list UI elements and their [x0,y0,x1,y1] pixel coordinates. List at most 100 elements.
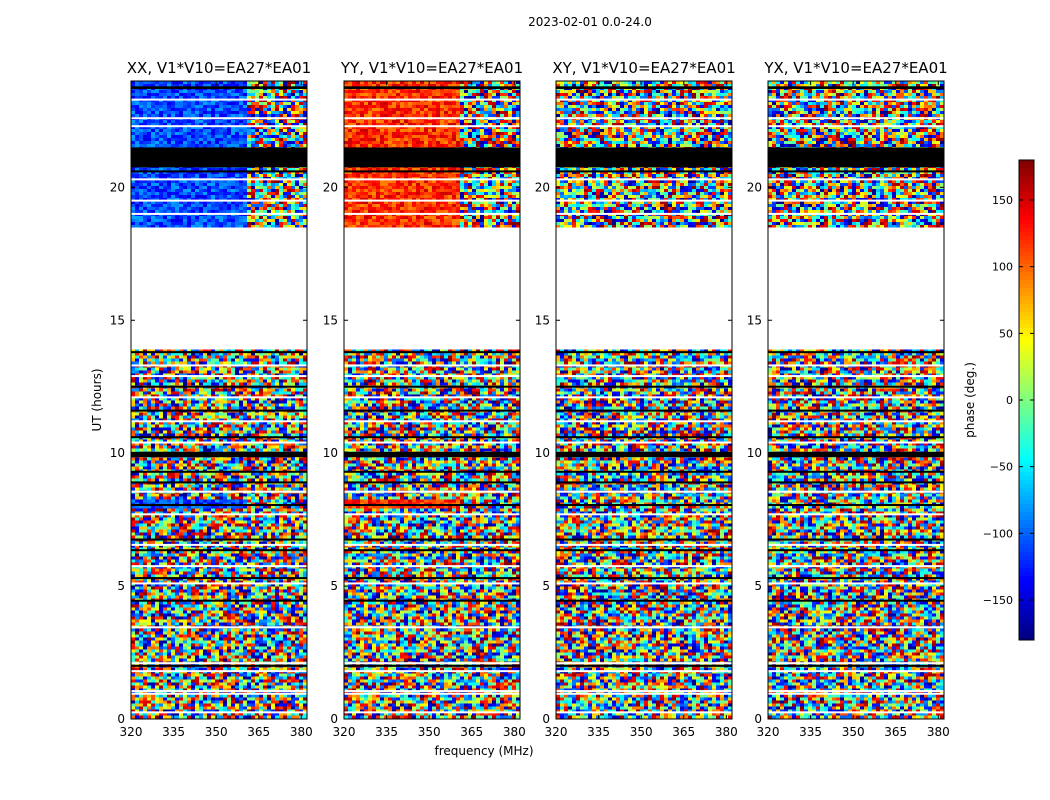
phase-cell [223,541,228,545]
phase-cell [303,430,308,434]
phase-cell [239,349,244,353]
phase-cell [183,355,188,359]
phase-cell [283,475,288,479]
phase-cell [131,604,136,608]
phase-cell [263,577,268,581]
phase-cell [199,541,204,545]
phase-cell [235,388,240,392]
phase-cell [303,562,308,566]
phase-cell [131,430,136,434]
phase-cell [255,610,260,614]
phase-cell [163,418,168,422]
phase-cell [255,604,260,608]
phase-cell [195,430,200,434]
phase-cell [147,592,152,596]
phase-cell [175,544,180,548]
phase-cell [131,547,136,551]
phase-cell [275,475,280,479]
phase-cell [187,424,192,428]
phase-cell [287,601,292,605]
phase-cell [255,496,260,500]
phase-cell [231,616,236,620]
phase-cell [191,466,196,470]
phase-cell [299,457,304,461]
phase-cell [303,592,308,596]
phase-cell [279,379,284,383]
phase-cell [287,352,292,356]
phase-cell [299,562,304,566]
phase-cell [155,619,160,623]
phase-cell [259,415,264,419]
phase-cell [155,613,160,617]
phase-cell [215,682,220,686]
phase-cell [163,514,168,518]
phase-cell [143,634,148,638]
phase-cell [147,355,152,359]
phase-cell [247,391,252,395]
phase-cell [223,652,228,656]
phase-cell [223,406,228,410]
phase-cell [131,628,136,632]
phase-cell [131,655,136,659]
phase-cell [303,604,308,608]
phase-cell [247,484,252,488]
phase-cell [207,532,212,536]
phase-cell [295,577,300,581]
phase-cell [163,508,168,512]
phase-cell [223,430,228,434]
phase-cell [303,448,308,452]
phase-cell [207,406,212,410]
phase-cell [231,427,236,431]
phase-cell [303,622,308,626]
phase-cell [167,592,172,596]
phase-cell [295,682,300,686]
phase-cell [235,445,240,449]
phase-cell [195,526,200,530]
phase-cell [143,556,148,560]
phase-cell [239,361,244,365]
phase-cell [135,412,140,416]
phase-cell [251,643,256,647]
phase-cell [207,511,212,515]
phase-cell [251,682,256,686]
phase-cell [171,463,176,467]
phase-cell [219,352,224,356]
phase-cell [275,487,280,491]
phase-cell [275,478,280,482]
phase-cell [215,493,220,497]
phase-cell [139,466,144,470]
phase-cell [175,511,180,515]
phase-cell [259,520,264,524]
phase-cell [255,676,260,680]
phase-cell [163,586,168,590]
phase-cell [267,679,272,683]
phase-cell [259,532,264,536]
phase-cell [219,586,224,590]
phase-cell [207,613,212,617]
phase-cell [195,472,200,476]
phase-cell [239,562,244,566]
phase-cell [147,613,152,617]
phase-cell [147,556,152,560]
phase-cell [143,682,148,686]
phase-cell [183,523,188,527]
phase-cell [239,460,244,464]
phase-cell [231,511,236,515]
phase-cell [179,649,184,653]
phase-cell [163,595,168,599]
phase-cell [231,580,236,584]
phase-cell [271,586,276,590]
phase-cell [291,493,296,497]
phase-cell [207,586,212,590]
phase-cell [207,580,212,584]
phase-cell [247,352,252,356]
phase-cell [167,505,172,509]
phase-cell [239,655,244,659]
phase-cell [131,460,136,464]
phase-cell [243,418,248,422]
phase-cell [219,496,224,500]
phase-cell [287,406,292,410]
phase-cell [175,388,180,392]
phase-cell [143,466,148,470]
phase-cell [159,562,164,566]
